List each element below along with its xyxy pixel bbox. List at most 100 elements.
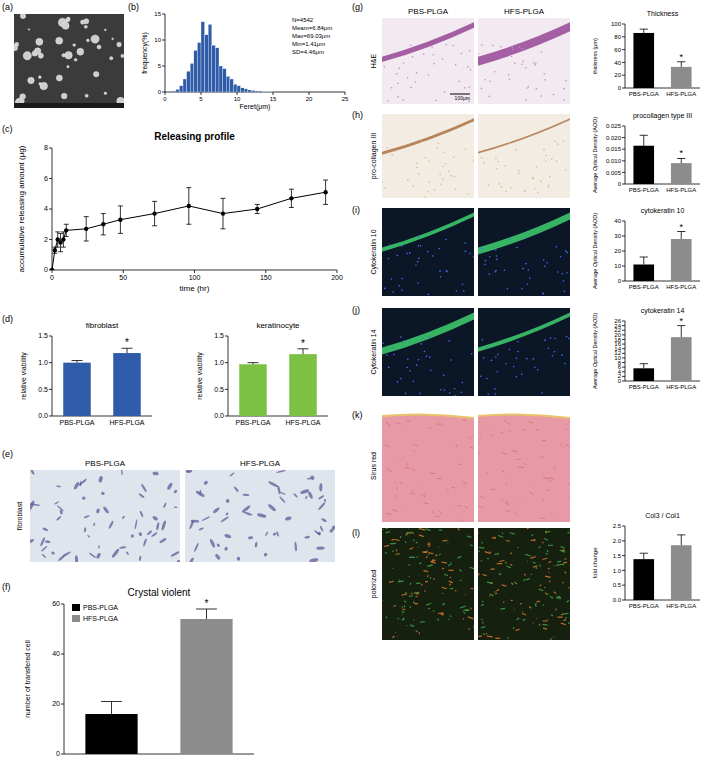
cell: [224, 533, 232, 539]
error-cap: [55, 247, 60, 248]
fiber: [418, 546, 420, 548]
y-tick: [622, 585, 625, 586]
y-tick-label: 0.020: [606, 135, 622, 141]
tissue-layer: [478, 212, 570, 254]
cell: [41, 545, 48, 552]
fiber: [507, 423, 510, 424]
plot-marks: [85, 609, 232, 754]
nucleus: [452, 45, 454, 47]
fiber: [459, 520, 460, 521]
y-tick: [49, 362, 52, 363]
fiber: [435, 555, 437, 557]
cell: [40, 537, 46, 547]
nucleus: [437, 142, 439, 144]
error-cap: [52, 253, 57, 254]
nucleus: [471, 353, 473, 355]
fiber: [520, 603, 522, 605]
cell: [279, 496, 286, 504]
nucleus: [491, 360, 493, 362]
micrograph: [478, 114, 570, 198]
nucleus: [428, 160, 430, 162]
y-tick: [622, 36, 625, 37]
chart-title: Col3 / Col1: [645, 512, 680, 519]
nucleus: [541, 392, 543, 394]
error-cap: [58, 233, 63, 234]
y-tick: [49, 336, 52, 337]
y-tick-label: 2: [44, 236, 48, 243]
fiber: [460, 570, 462, 572]
cell: [285, 516, 292, 521]
legend-swatch: [72, 615, 80, 622]
nucleus: [554, 338, 556, 340]
nucleus: [446, 44, 448, 46]
fiber: [473, 435, 474, 438]
nucleus: [508, 74, 510, 76]
y-axis: [625, 126, 626, 184]
nucleus: [566, 272, 568, 274]
nucleus: [410, 87, 412, 89]
cell: [146, 530, 152, 536]
y-tick: [49, 416, 52, 417]
legend-label: PBS-PLGA: [83, 604, 118, 611]
fiber: [561, 564, 565, 565]
cell: [93, 523, 95, 527]
cell: [161, 520, 167, 531]
marker: [50, 268, 54, 270]
cell: [193, 543, 199, 553]
hist-bar: [219, 66, 223, 92]
fiber: [438, 613, 443, 614]
image-background: [478, 18, 570, 104]
fiber: [550, 638, 552, 640]
y-tick: [622, 600, 625, 601]
cell: [224, 546, 228, 551]
y-tick-label: 0.025: [606, 123, 622, 129]
image-background: [382, 528, 474, 640]
fiber: [437, 619, 438, 621]
row-label: Cytokeratin 10: [370, 229, 378, 274]
particle: [85, 94, 88, 97]
error-bar: [72, 361, 83, 363]
fiber: [396, 487, 398, 490]
nucleus: [442, 178, 444, 180]
error-cap: [64, 236, 69, 237]
x-tick-label: PBS-PLGA: [59, 419, 94, 426]
fiber: [500, 608, 505, 610]
y-tick-label: 0.010: [606, 158, 622, 164]
fiber: [407, 463, 408, 466]
fiber: [417, 611, 418, 612]
fiber: [411, 593, 412, 595]
nucleus: [391, 154, 393, 156]
fiber: [425, 581, 428, 582]
fiber: [563, 619, 566, 621]
marker: [118, 217, 122, 221]
y-tick-label: 0.5: [613, 582, 622, 588]
fiber: [429, 542, 430, 543]
x-tick-label: 10: [234, 96, 241, 102]
fiber: [406, 532, 410, 534]
y-tick: [622, 367, 625, 368]
cell: [138, 532, 143, 537]
fiber: [478, 452, 480, 454]
y-tick: [162, 40, 165, 41]
fiber: [457, 505, 461, 506]
nucleus: [483, 162, 485, 164]
y-tick: [49, 178, 52, 179]
fiber: [409, 576, 410, 578]
fiber: [569, 529, 570, 530]
nucleus: [400, 336, 402, 338]
nucleus: [461, 391, 463, 393]
y-tick: [622, 137, 625, 138]
fiber: [449, 584, 450, 586]
x-tick: [337, 270, 338, 273]
y-axis-label: Average Optical Density (AOD): [592, 213, 598, 289]
cell: [122, 515, 126, 519]
fiber: [533, 562, 536, 564]
nucleus: [561, 354, 563, 356]
fiber: [545, 531, 547, 532]
cell: [190, 519, 199, 522]
y-tick-label: 1.5: [613, 553, 622, 559]
x-tick-label: 0: [163, 96, 167, 102]
bar: [671, 337, 692, 381]
nucleus: [525, 67, 527, 69]
nucleus: [537, 369, 539, 371]
